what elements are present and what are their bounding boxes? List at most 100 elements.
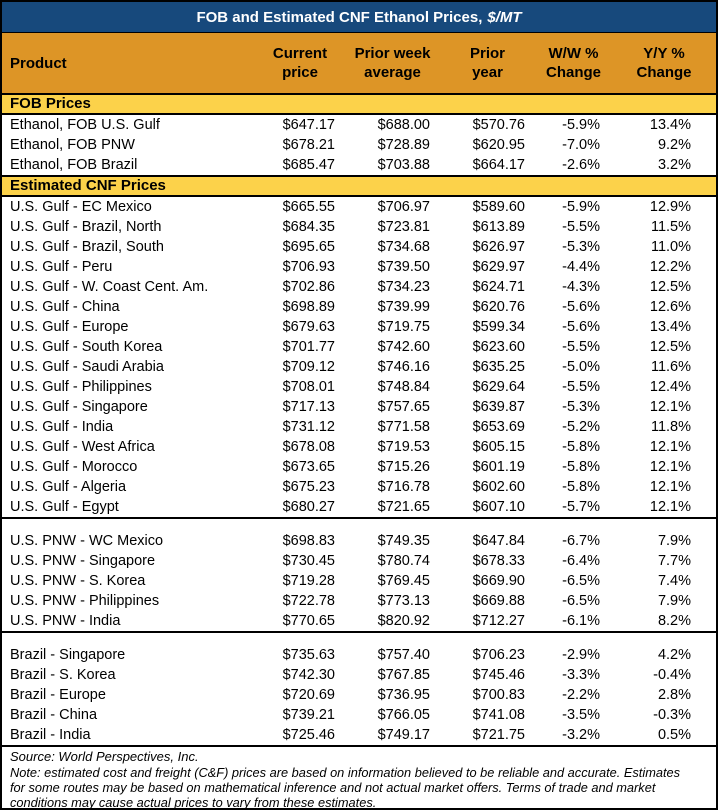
- product-cell: U.S. Gulf - Egypt: [2, 497, 255, 519]
- prior-week-cell: $739.99: [377, 299, 430, 315]
- table-row: U.S. Gulf - Singapore $717.13 $757.65 $6…: [2, 397, 716, 417]
- header-line: average: [364, 64, 421, 81]
- note-line: for some routes may be based on mathemat…: [10, 780, 656, 795]
- header-line: Change: [636, 64, 692, 81]
- column-header-prior-week: Prior week average: [345, 33, 440, 95]
- prior-year-cell: $653.69: [472, 419, 525, 435]
- prior-week-cell: $742.60: [377, 339, 430, 355]
- current-price-cell: $673.65: [282, 459, 335, 475]
- product-cell: U.S. Gulf - Peru: [10, 259, 113, 275]
- prior-year-cell: $629.97: [472, 259, 525, 275]
- yy-change-cell: 12.1%: [649, 399, 691, 415]
- product-cell: Brazil - Europe: [10, 687, 106, 703]
- header-line: Prior: [469, 45, 505, 62]
- ww-change-cell: -6.1%: [535, 611, 612, 633]
- product-cell: Ethanol, FOB PNW: [10, 137, 135, 153]
- current-price-cell: $719.28: [282, 573, 335, 589]
- product-cell: U.S. PNW - S. Korea: [10, 573, 146, 589]
- header-line: Current: [272, 45, 328, 62]
- product-cell: U.S. Gulf - W. Coast Cent. Am.: [10, 279, 209, 295]
- yy-change-cell: 13.4%: [649, 319, 691, 335]
- price-table-body: FOB Prices Ethanol, FOB U.S. Gulf $647.1…: [2, 93, 716, 745]
- ww-change-cell: -5.9%: [562, 117, 600, 133]
- product-cell: U.S. PNW - Singapore: [10, 553, 156, 569]
- prior-week-cell: $773.13: [377, 593, 430, 609]
- yy-change-cell: 7.9%: [657, 593, 691, 609]
- ww-change-cell: -5.9%: [562, 199, 600, 215]
- yy-change-cell: 11.8%: [650, 419, 691, 435]
- yy-change-cell: -0.3%: [653, 707, 691, 723]
- prior-week-cell: $688.00: [377, 117, 430, 133]
- ww-change-cell: -6.4%: [562, 553, 600, 569]
- prior-week-cell: $739.50: [377, 259, 430, 275]
- table-row: Brazil - Singapore $735.63 $757.40 $706.…: [2, 645, 716, 665]
- product-cell: U.S. Gulf - Europe: [10, 319, 129, 335]
- yy-change-cell: 12.1%: [649, 479, 691, 495]
- column-header-product: Product: [2, 33, 255, 95]
- table-row: U.S. PNW - Philippines $722.78 $773.13 $…: [2, 591, 716, 611]
- current-price-cell: $678.08: [282, 439, 335, 455]
- current-price-cell: $684.35: [282, 219, 335, 235]
- header-line: W/W %: [548, 45, 599, 62]
- header-line: price: [282, 64, 318, 81]
- prior-week-cell: $715.26: [377, 459, 430, 475]
- ww-change-cell: -6.5%: [562, 573, 600, 589]
- product-cell: Ethanol, FOB Brazil: [10, 157, 138, 173]
- current-price-cell: $717.13: [282, 399, 335, 415]
- prior-year-cell: $741.08: [472, 707, 525, 723]
- prior-week-cell: $767.85: [377, 667, 430, 683]
- prior-year-cell: $712.27: [440, 611, 535, 633]
- table-row: Ethanol, FOB Brazil $685.47 $703.88 $664…: [2, 155, 716, 176]
- ww-change-cell: -2.6%: [562, 157, 600, 173]
- table-row: U.S. Gulf - Peru $706.93 $739.50 $629.97…: [2, 257, 716, 277]
- prior-year-cell: $599.34: [472, 319, 525, 335]
- yy-change-cell: 0.5%: [657, 727, 691, 743]
- yy-change-cell: 12.1%: [649, 459, 691, 475]
- product-cell: Brazil - India: [10, 727, 91, 743]
- yy-change-cell: 12.5%: [649, 279, 691, 295]
- yy-change-cell: 7.9%: [657, 533, 691, 549]
- product-cell: U.S. PNW - Philippines: [10, 593, 160, 609]
- yy-change-cell: 3.2%: [657, 157, 691, 173]
- ww-change-cell: -5.6%: [562, 319, 600, 335]
- prior-week-cell: $734.68: [377, 239, 430, 255]
- product-cell: U.S. PNW - India: [2, 611, 255, 633]
- prior-week-cell: $748.84: [377, 379, 430, 395]
- ww-change-cell: -5.8%: [562, 459, 600, 475]
- table-row: U.S. Gulf - Europe $679.63 $719.75 $599.…: [2, 317, 716, 337]
- table-row: Brazil - Europe $720.69 $736.95 $700.83 …: [2, 685, 716, 705]
- yy-change-cell: 7.4%: [657, 573, 691, 589]
- ww-change-cell: -4.4%: [562, 259, 600, 275]
- prior-year-cell: $620.76: [472, 299, 525, 315]
- price-table: Product Current price Prior week average…: [2, 33, 716, 745]
- prior-year-cell: $669.88: [472, 593, 525, 609]
- prior-year-cell: $700.83: [472, 687, 525, 703]
- prior-year-cell: $721.75: [472, 727, 525, 743]
- prior-week-cell: $728.89: [377, 137, 430, 153]
- ww-change-cell: -6.5%: [562, 593, 600, 609]
- product-cell: U.S. Gulf - Brazil, South: [10, 239, 164, 255]
- yy-change-cell: 7.7%: [657, 553, 691, 569]
- product-cell: U.S. Gulf - China: [10, 299, 120, 315]
- prior-year-cell: $745.46: [472, 667, 525, 683]
- column-header-row: Product Current price Prior week average…: [2, 33, 716, 95]
- ww-change-cell: -5.7%: [535, 497, 612, 519]
- prior-year-cell: $601.19: [472, 459, 525, 475]
- ww-change-cell: -3.3%: [562, 667, 600, 683]
- column-header-prior-year: Prior year: [440, 33, 535, 95]
- section-header-label: FOB Prices: [2, 93, 716, 115]
- table-row: U.S. PNW - S. Korea $719.28 $769.45 $669…: [2, 571, 716, 591]
- prior-year-cell: $602.60: [472, 479, 525, 495]
- product-cell: Ethanol, FOB U.S. Gulf: [10, 117, 160, 133]
- product-cell: U.S. Gulf - Morocco: [10, 459, 138, 475]
- current-price-cell: $665.55: [282, 199, 335, 215]
- prior-year-cell: $678.33: [472, 553, 525, 569]
- yy-change-cell: 12.1%: [649, 439, 691, 455]
- product-cell: U.S. Gulf - Philippines: [10, 379, 152, 395]
- product-cell: U.S. Gulf - Algeria: [10, 479, 127, 495]
- ww-change-cell: -5.0%: [562, 359, 600, 375]
- prior-week-cell: $757.65: [377, 399, 430, 415]
- current-price-cell: $730.45: [282, 553, 335, 569]
- prior-year-cell: $647.84: [472, 533, 525, 549]
